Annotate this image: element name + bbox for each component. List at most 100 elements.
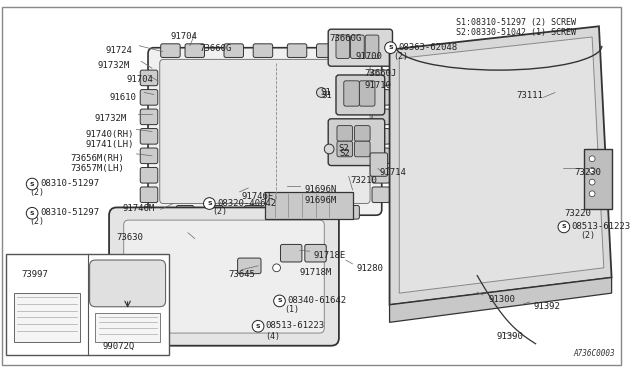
Text: S: S [388, 45, 393, 50]
FancyBboxPatch shape [372, 109, 390, 125]
Text: 73630: 73630 [116, 233, 143, 242]
Text: 08310-51297: 08310-51297 [40, 208, 99, 217]
Circle shape [274, 295, 285, 307]
FancyBboxPatch shape [351, 35, 364, 58]
Text: 73210: 73210 [351, 176, 378, 185]
Circle shape [385, 42, 396, 54]
FancyBboxPatch shape [360, 81, 375, 106]
Text: 08513-61223: 08513-61223 [266, 321, 325, 330]
FancyBboxPatch shape [90, 260, 166, 307]
Text: 08320-40642: 08320-40642 [217, 199, 276, 208]
FancyBboxPatch shape [176, 205, 194, 219]
Text: 99072Q: 99072Q [102, 342, 134, 351]
FancyBboxPatch shape [244, 205, 262, 219]
Text: S: S [561, 224, 566, 230]
Text: 73997: 73997 [21, 270, 48, 279]
FancyBboxPatch shape [372, 129, 390, 144]
FancyBboxPatch shape [237, 258, 261, 274]
FancyBboxPatch shape [312, 205, 330, 219]
Text: 91390: 91390 [497, 332, 524, 341]
Text: 73656M(RH): 73656M(RH) [70, 154, 124, 163]
Text: 73660J: 73660J [364, 69, 397, 78]
FancyBboxPatch shape [337, 141, 353, 157]
Text: 91746E: 91746E [241, 192, 274, 201]
Text: 91610: 91610 [109, 93, 136, 102]
Text: 73220: 73220 [565, 209, 592, 218]
Text: 08513-61223: 08513-61223 [572, 222, 631, 231]
FancyBboxPatch shape [278, 205, 296, 219]
FancyBboxPatch shape [342, 205, 360, 219]
Text: 73660G: 73660G [329, 34, 362, 43]
FancyBboxPatch shape [328, 119, 385, 166]
Text: (2): (2) [29, 217, 44, 226]
Polygon shape [390, 26, 612, 305]
Text: S2: S2 [339, 149, 349, 158]
Text: 91700: 91700 [355, 52, 382, 61]
Circle shape [252, 320, 264, 332]
Text: S: S [30, 182, 35, 186]
FancyBboxPatch shape [372, 187, 390, 203]
Text: S: S [30, 211, 35, 216]
Text: 91741(LH): 91741(LH) [86, 140, 134, 149]
Text: S: S [277, 298, 282, 304]
Text: 73657M(LH): 73657M(LH) [70, 164, 124, 173]
Text: S: S [207, 201, 212, 206]
FancyBboxPatch shape [224, 44, 243, 57]
Text: S2: S2 [338, 144, 349, 153]
Text: 91300: 91300 [489, 295, 516, 304]
Text: (2): (2) [212, 208, 227, 217]
Polygon shape [390, 278, 612, 323]
FancyBboxPatch shape [341, 44, 360, 57]
Text: 91696N: 91696N [305, 185, 337, 194]
FancyBboxPatch shape [205, 205, 223, 219]
Text: 73645: 73645 [228, 270, 255, 279]
FancyBboxPatch shape [336, 75, 385, 115]
Circle shape [589, 156, 595, 162]
Polygon shape [399, 37, 604, 293]
FancyBboxPatch shape [344, 81, 360, 106]
Text: A736C0003: A736C0003 [574, 349, 616, 358]
Text: 73660G: 73660G [200, 44, 232, 53]
FancyBboxPatch shape [287, 44, 307, 57]
Text: 73230: 73230 [575, 169, 602, 177]
FancyBboxPatch shape [140, 90, 158, 105]
FancyBboxPatch shape [124, 220, 324, 333]
Circle shape [558, 221, 570, 233]
Bar [95, 312, 160, 342]
FancyBboxPatch shape [372, 70, 390, 86]
Bar [265, 192, 353, 219]
FancyBboxPatch shape [140, 167, 158, 183]
FancyBboxPatch shape [253, 44, 273, 57]
FancyBboxPatch shape [280, 244, 302, 262]
Text: 91714: 91714 [380, 169, 406, 177]
Text: 91746M: 91746M [123, 203, 155, 212]
Circle shape [273, 264, 280, 272]
Text: 08363-62048: 08363-62048 [398, 43, 458, 52]
FancyBboxPatch shape [161, 44, 180, 57]
Text: (2): (2) [29, 188, 44, 197]
Text: S: S [256, 324, 260, 329]
FancyBboxPatch shape [140, 70, 158, 86]
Text: (2): (2) [580, 231, 595, 240]
FancyBboxPatch shape [140, 109, 158, 125]
FancyBboxPatch shape [372, 90, 390, 105]
Text: 91740(RH): 91740(RH) [86, 129, 134, 138]
Text: 91704: 91704 [127, 75, 154, 84]
Bar [13, 293, 80, 342]
Text: 91392: 91392 [534, 302, 561, 311]
FancyBboxPatch shape [337, 126, 353, 141]
Circle shape [317, 88, 326, 97]
Circle shape [324, 144, 334, 154]
FancyBboxPatch shape [305, 244, 326, 262]
Circle shape [26, 208, 38, 219]
Text: 73111: 73111 [516, 90, 543, 100]
FancyBboxPatch shape [328, 29, 392, 66]
Text: 91732M: 91732M [97, 61, 130, 70]
Text: 91718E: 91718E [314, 251, 346, 260]
FancyBboxPatch shape [317, 44, 336, 57]
Text: 91704: 91704 [170, 32, 197, 41]
FancyBboxPatch shape [336, 35, 349, 58]
Circle shape [589, 179, 595, 185]
Text: S1: S1 [321, 88, 331, 97]
Text: (4): (4) [265, 332, 280, 341]
